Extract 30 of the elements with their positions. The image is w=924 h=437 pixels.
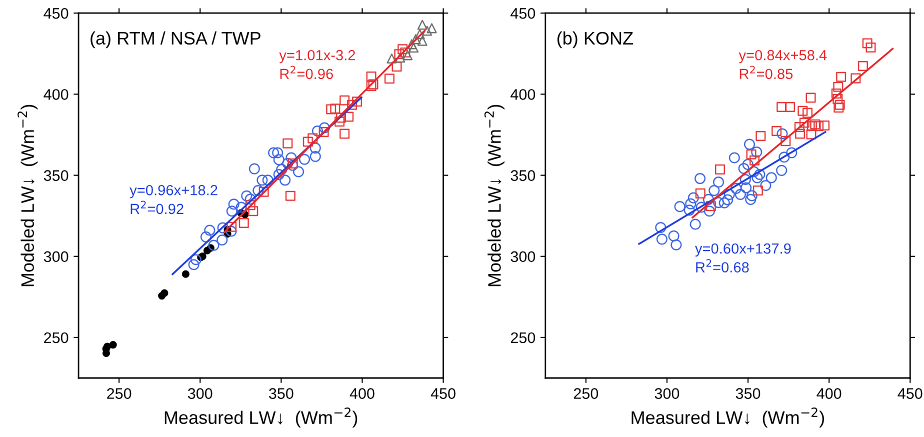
series-label: y=1.01x-3.2 R$^{2}$=0.96 <box>279 50 356 80</box>
y-tick-label: 400 <box>44 89 68 100</box>
x-tick-label: 350 <box>736 388 760 399</box>
y-axis-title: Modeled LW↓ (Wm$^{−2}$) <box>484 104 504 286</box>
series-label: y=0.96x+18.2 R$^{2}$=0.92 <box>130 184 218 214</box>
x-tick-label: 450 <box>430 388 456 399</box>
y-tick-label: 300 <box>44 251 68 262</box>
x-axis-title: Measured LW↓ (Wm$^{−2}$) <box>164 408 358 428</box>
series-label: y=0.84x+58.4 R$^{2}$=0.85 <box>738 50 827 80</box>
y-axis-title: Modeled LW↓ (Wm$^{−2}$) <box>18 104 38 286</box>
y-tick-label: 350 <box>44 170 68 181</box>
y-tick-label: 450 <box>510 8 536 19</box>
series-label: y=0.60x+137.9 R$^{2}$=0.68 <box>694 243 791 272</box>
x-tick-label: 250 <box>574 388 598 399</box>
text: (b) KONZ <box>557 31 634 48</box>
x-axis-title: Measured LW↓ (Wm$^{−2}$) <box>632 408 824 428</box>
y-tick-label: 250 <box>44 332 68 344</box>
y-tick-label: 300 <box>510 251 536 262</box>
x-tick-label: 300 <box>188 388 212 399</box>
y-tick-label: 350 <box>510 170 536 181</box>
y-tick-label: 400 <box>510 89 536 100</box>
x-tick-label: 250 <box>107 388 132 399</box>
x-tick-label: 400 <box>816 388 842 399</box>
y-tick-label: 450 <box>44 8 68 19</box>
x-tick-label: 450 <box>898 388 922 399</box>
x-tick-label: 400 <box>350 388 374 399</box>
text: (a) RTM / NSA / TWP <box>90 31 260 48</box>
x-tick-label: 350 <box>269 388 294 399</box>
x-tick-label: 300 <box>654 388 680 399</box>
y-tick-label: 250 <box>510 332 536 344</box>
